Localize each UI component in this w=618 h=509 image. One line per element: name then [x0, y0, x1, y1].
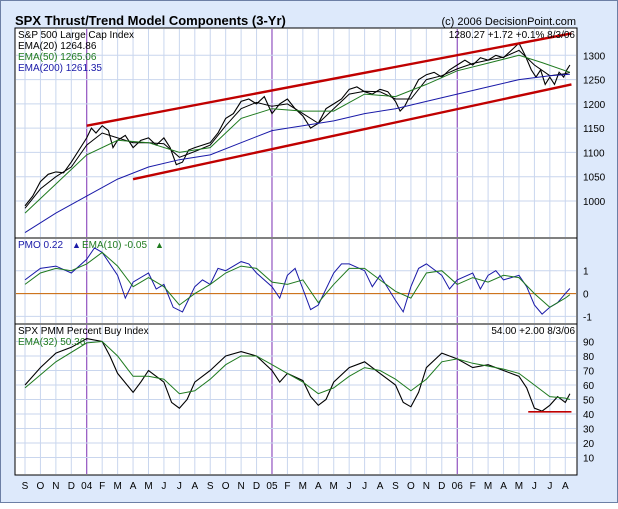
x-tick-label-9: M	[144, 481, 152, 492]
pmm-panel-series-pmm	[24, 338, 571, 412]
pmo-ema-legend-label: EMA(10) -0.05	[82, 240, 147, 251]
pmm-legend-ema32: EMA(32) 50.36	[18, 337, 86, 348]
pmm-panel-y-tick-label: 10	[583, 454, 595, 465]
x-tick-label-14: O	[222, 481, 230, 492]
lower-channel-trendline	[132, 83, 572, 181]
price-panel-y-tick-label: 1150	[583, 124, 605, 135]
pmm-panel-y-tick-label: 50	[583, 396, 595, 407]
upper-channel-trendline	[86, 32, 572, 127]
x-tick-label-19: M	[299, 481, 307, 492]
pmo-panel-series-ema10	[24, 251, 571, 308]
x-tick-label-8: A	[130, 481, 137, 492]
price-panel-y-tick-label: 1100	[583, 148, 605, 159]
x-tick-label-28: D	[438, 481, 445, 492]
price-panel-series-ema20	[24, 49, 571, 209]
price-panel-series-ema200	[24, 73, 570, 234]
pmm-panel-y-tick-label: 90	[583, 338, 595, 349]
x-tick-label-24: A	[377, 481, 384, 492]
pmm-quote: 54.00 +2.00 8/3/06	[491, 326, 575, 337]
x-tick-label-31: M	[484, 481, 492, 492]
x-tick-label-18: F	[284, 481, 290, 492]
pmo-panel-series-pmo	[24, 247, 571, 315]
pmm-panel-title: SPX PMM Percent Buy Index	[18, 326, 149, 337]
x-tick-label-13: S	[207, 481, 214, 492]
x-tick-label-30: F	[470, 481, 476, 492]
legend-ema50: EMA(50) 1265.06	[18, 52, 97, 63]
x-tick-label-1: S	[22, 481, 29, 492]
x-tick-label-27: N	[423, 481, 430, 492]
pmo-panel-y-tick-label: 1	[583, 267, 589, 278]
pmo-legend-label: PMO 0.22	[18, 240, 63, 251]
price-quote: 1280.27 +1.72 +0.1% 8/3/06	[449, 30, 576, 41]
legend-ema20: EMA(20) 1264.86	[18, 41, 97, 52]
x-tick-label-26: O	[407, 481, 415, 492]
x-tick-label-12: A	[191, 481, 198, 492]
x-tick-label-15: N	[237, 481, 244, 492]
pmm-panel-y-tick-label: 30	[583, 425, 595, 436]
pmm-panel-y-tick-label: 40	[583, 410, 595, 421]
pmo-panel-y-tick-label: -1	[583, 312, 592, 323]
x-tick-label-7: M	[113, 481, 121, 492]
x-tick-label-33: M	[515, 481, 523, 492]
x-tick-label-23: J	[362, 481, 367, 492]
pmm-panel-series-ema32	[24, 340, 571, 400]
x-tick-label-32: A	[500, 481, 507, 492]
x-tick-label-4: D	[68, 481, 75, 492]
pmm-panel-y-tick-label: 80	[583, 352, 595, 363]
x-tick-label-20: A	[315, 481, 322, 492]
x-tick-label-11: J	[177, 481, 182, 492]
x-tick-label-21: M	[330, 481, 338, 492]
data-layer	[16, 32, 576, 413]
x-tick-label-3: N	[52, 481, 59, 492]
x-tick-label-34: J	[532, 481, 537, 492]
copyright-text: (c) 2006 DecisionPoint.com	[441, 16, 576, 28]
x-tick-label-29: 06	[452, 481, 464, 492]
price-panel-y-tick-label: 1050	[583, 173, 606, 184]
price-panel-y-tick-label: 1000	[583, 197, 606, 208]
legend-ema200: EMA(200) 1261.35	[18, 63, 102, 74]
pmm-panel-y-tick-label: 60	[583, 381, 595, 392]
price-panel-y-tick-label: 1250	[583, 76, 606, 87]
x-tick-label-17: 05	[266, 481, 278, 492]
pmm-panel-y-tick-label: 20	[583, 439, 595, 450]
x-tick-label-22: J	[347, 481, 352, 492]
pmo-ema-up-arrow-icon: ▲	[155, 240, 164, 250]
chart-title: SPX Thrust/Trend Model Components (3-Yr)	[15, 13, 286, 28]
x-tick-label-35: J	[547, 481, 552, 492]
x-tick-label-6: F	[99, 481, 105, 492]
x-tick-label-25: S	[392, 481, 399, 492]
pmo-up-arrow-icon: ▲	[72, 240, 81, 250]
x-tick-label-10: J	[161, 481, 166, 492]
price-panel-y-tick-label: 1200	[583, 100, 606, 111]
price-panel-y-tick-label: 1300	[583, 51, 606, 62]
x-tick-label-5: 04	[81, 481, 93, 492]
price-panel-title: S&P 500 Large Cap Index	[18, 30, 134, 41]
grid-layer: S O N D 04 F M A M J J A S O N D 05 F M A M J J A S O N D 06 F M A M J J A1…	[16, 29, 606, 492]
x-tick-label-2: O	[37, 481, 45, 492]
pmo-panel-y-tick-label: 0	[583, 290, 589, 301]
pmm-panel-y-tick-label: 70	[583, 367, 595, 378]
x-tick-label-16: D	[253, 481, 260, 492]
price-panel-series-ema50	[24, 54, 571, 214]
x-tick-label-36: A	[562, 481, 569, 492]
